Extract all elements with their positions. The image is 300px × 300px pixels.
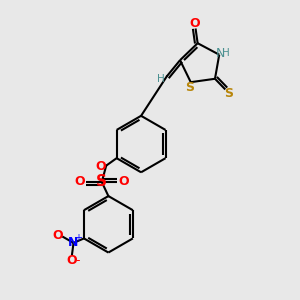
Text: O: O bbox=[118, 176, 129, 188]
Text: S: S bbox=[96, 175, 107, 190]
Text: -: - bbox=[76, 254, 80, 267]
Text: +: + bbox=[74, 233, 82, 243]
Text: O: O bbox=[52, 229, 63, 242]
Text: S: S bbox=[224, 87, 233, 100]
Text: O: O bbox=[96, 160, 106, 173]
Text: H: H bbox=[222, 48, 230, 58]
Text: H: H bbox=[157, 74, 165, 84]
Text: N: N bbox=[216, 47, 225, 60]
Text: S: S bbox=[185, 81, 194, 94]
Text: O: O bbox=[67, 254, 77, 267]
Text: N: N bbox=[68, 236, 78, 249]
Text: O: O bbox=[190, 17, 200, 30]
Text: O: O bbox=[74, 176, 85, 188]
